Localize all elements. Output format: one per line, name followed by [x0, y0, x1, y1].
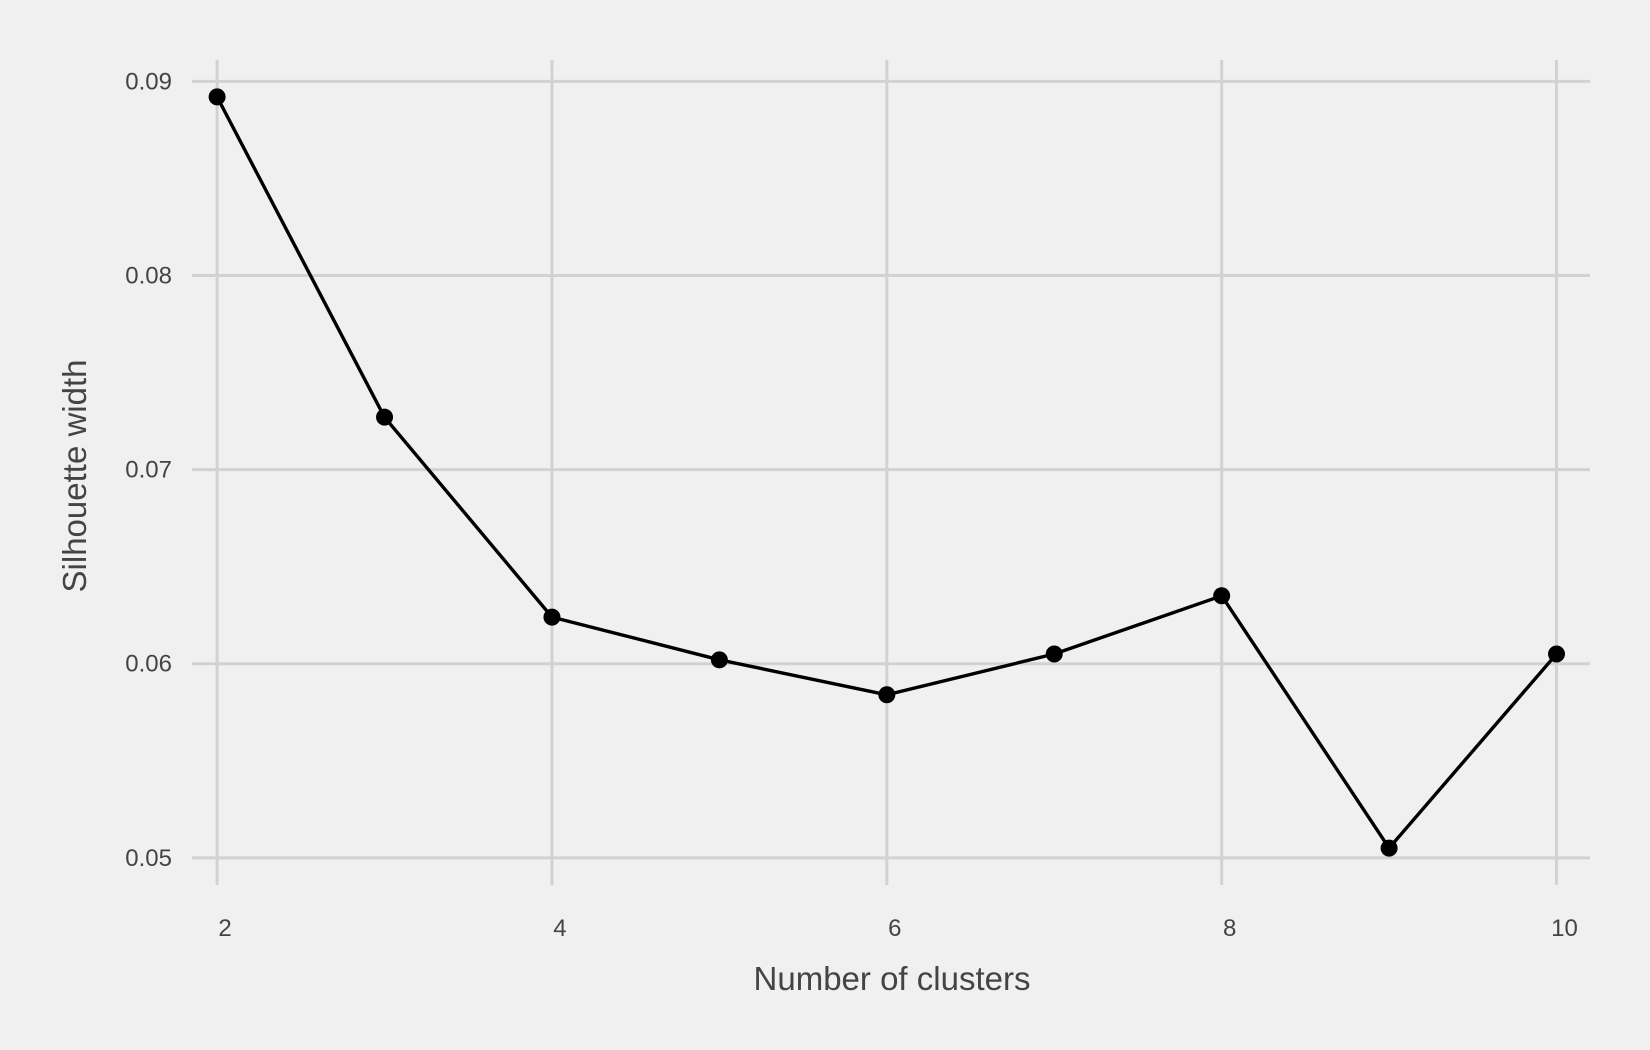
grid-lines — [192, 60, 1590, 885]
x-tick-label: 4 — [553, 915, 566, 942]
x-axis-label: Number of clusters — [754, 960, 1031, 997]
y-tick-label: 0.06 — [125, 651, 172, 678]
x-tick-label: 6 — [888, 915, 901, 942]
x-tick-label: 2 — [218, 915, 231, 942]
data-point-k7 — [1045, 645, 1063, 663]
data-points — [208, 88, 1566, 857]
x-tick-label: 10 — [1551, 915, 1578, 942]
data-point-k6 — [878, 686, 896, 704]
data-point-k4 — [543, 608, 561, 626]
data-point-k3 — [376, 408, 394, 426]
y-axis-ticks: 0.05 0.06 0.07 0.08 0.09 — [125, 68, 172, 871]
x-axis-ticks: 2 4 6 8 10 — [218, 915, 1577, 942]
y-tick-label: 0.07 — [125, 457, 172, 484]
y-axis-label: Silhouette width — [56, 360, 93, 593]
y-tick-label: 0.08 — [125, 262, 172, 289]
data-point-k8 — [1213, 587, 1231, 605]
x-tick-label: 8 — [1223, 915, 1236, 942]
data-point-k5 — [710, 651, 728, 669]
y-tick-label: 0.09 — [125, 68, 172, 95]
data-point-k2 — [208, 88, 226, 106]
data-point-k9 — [1380, 839, 1398, 857]
data-point-k10 — [1548, 645, 1566, 663]
y-tick-label: 0.05 — [125, 845, 172, 872]
